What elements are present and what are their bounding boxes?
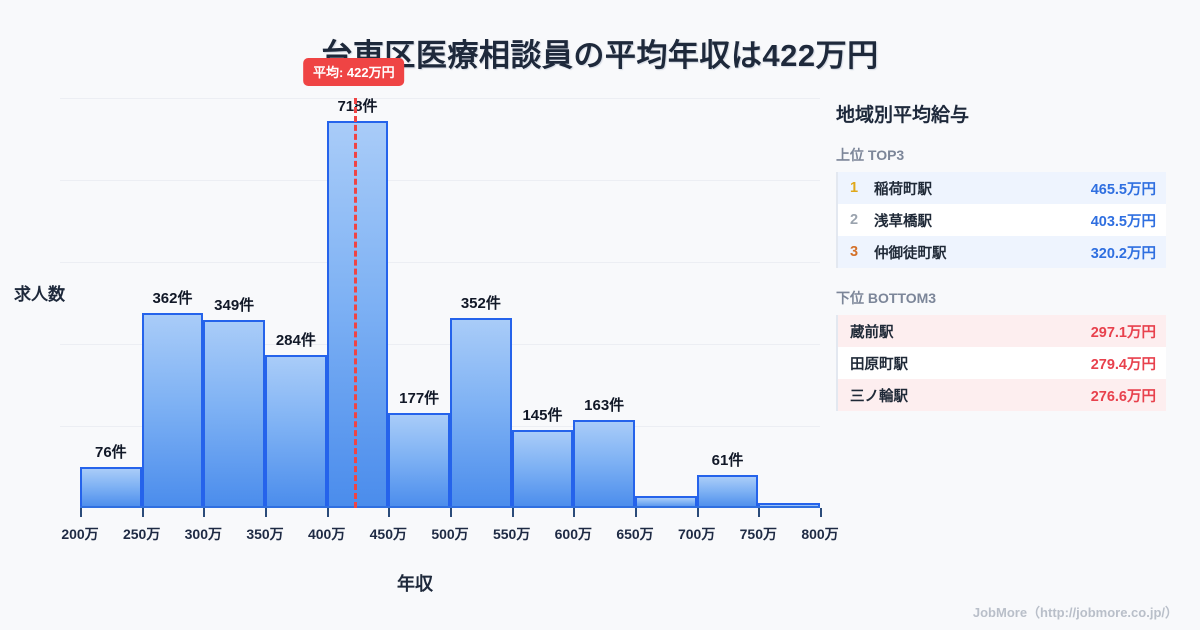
x-axis-tick [635,508,637,517]
histogram-bar [326,120,389,508]
bottom3-row: 蔵前駅 297.1万円 [838,315,1166,347]
gridline [60,180,820,181]
x-axis-tick-label: 700万 [677,526,716,542]
bottom3-row: 三ノ輪駅 276.6万円 [838,379,1166,411]
histogram-bar [141,312,204,508]
x-axis-tick [265,508,267,517]
bar-value-label: 362件 [152,289,193,307]
rank-number: 2 [850,212,859,228]
x-axis-tick [203,508,206,517]
histogram-bar [758,502,820,508]
x-axis-baseline [80,506,820,508]
x-axis-tick [80,508,82,517]
top3-table: 1 稲荷町駅 465.5万円 2 浅草橋駅 403.5万円 3 仲御徒町駅 320.2万円 [836,172,1166,268]
station-salary-value: 276.6万円 [1090,388,1156,405]
bottom3-section-label: 下位 BOTTOM3 [836,290,937,306]
rank-number: 1 [850,180,859,196]
rank-number: 3 [850,244,859,260]
station-name: 田原町駅 [850,356,908,373]
x-axis-tick [450,508,452,517]
histogram-bar [265,354,327,508]
x-axis-tick [696,508,699,517]
x-axis-tick-label: 600万 [554,526,592,542]
station-salary-value: 279.4万円 [1090,356,1156,373]
histogram-bar [696,475,759,508]
station-name: 稲荷町駅 [874,181,932,198]
gridline [60,344,820,345]
histogram-bar [573,420,635,508]
bar-value-label: 177件 [399,389,440,407]
footer-watermark: JobMore（http://jobmore.co.jp/） [972,605,1178,620]
x-axis-tick [141,508,144,517]
bottom3-row: 田原町駅 279.4万円 [838,347,1166,379]
x-axis-tick-label: 550万 [492,526,531,542]
x-axis-tick-label: 250万 [122,526,161,542]
bar-value-label: 163件 [584,397,625,415]
x-axis-tick-label: 800万 [801,526,839,542]
x-axis-tick-label: 350万 [246,526,284,542]
bar-value-label: 349件 [214,296,255,314]
x-axis-tick-label: 200万 [61,526,99,542]
station-name: 浅草橋駅 [874,213,932,230]
y-axis-title: 求人数 [14,285,65,304]
bar-value-label: 61件 [711,452,744,470]
page-title: 台東区医療相談員の平均年収は422万円 [321,38,879,73]
chart-area: 求人数 76件 362件 349件 284件 718件 177件 352件 145件 163件 6… [0,58,839,542]
bar-value-label: 76件 [94,444,127,461]
histogram-plot: 76件 362件 349件 284件 718件 177件 352件 145件 163件 61件 20… [60,58,839,542]
histogram-bar [80,467,142,508]
regional-salary-panel: 地域別平均給与 上位 TOP3 1 稲荷町駅 465.5万円 2 浅草橋駅 403.5万円… [836,100,1166,431]
bar-value-label: 284件 [275,331,316,349]
station-name: 三ノ輪駅 [850,388,908,405]
average-badge: 平均: 422万円 [302,58,405,86]
x-axis-tick [758,508,761,517]
top3-row: 1 稲荷町駅 465.5万円 [838,172,1166,204]
histogram-bar [203,319,265,508]
gridline [60,262,820,263]
gridline [60,98,820,99]
x-axis-tick [388,508,391,517]
histogram-bar [635,496,697,508]
top3-row: 2 浅草橋駅 403.5万円 [838,204,1166,236]
x-axis-tick-label: 650万 [616,526,654,542]
average-line [353,98,357,508]
station-name: 仲御徒町駅 [874,245,947,262]
station-salary-value: 320.2万円 [1090,245,1156,262]
histogram-bar [388,412,450,508]
x-axis-title: 年収 [397,574,433,594]
station-salary-value: 403.5万円 [1090,213,1156,230]
x-axis-tick-label: 500万 [431,526,469,542]
station-salary-value: 297.1万円 [1090,324,1156,341]
bar-value-label: 718件 [337,97,378,115]
station-salary-value: 465.5万円 [1090,181,1156,198]
panel-title: 地域別平均給与 [836,105,970,126]
x-axis-tick [326,508,329,517]
x-axis-tick [511,508,514,517]
histogram-bar [450,318,512,508]
x-axis-tick-label: 450万 [369,526,407,542]
x-axis-tick [573,508,576,517]
x-axis-tick-label: 300万 [184,526,222,542]
top3-section-label: 上位 TOP3 [836,147,905,163]
x-axis-tick [820,508,822,517]
x-axis-tick-label: 400万 [307,526,346,542]
x-axis-tick-label: 750万 [739,526,777,542]
bottom3-table: 蔵前駅 297.1万円田原町駅 279.4万円三ノ輪駅 276.6万円 [836,315,1166,411]
station-name: 蔵前駅 [850,324,894,341]
histogram-bar [511,429,574,508]
top3-row: 3 仲御徒町駅 320.2万円 [838,236,1166,268]
bar-value-label: 352件 [460,295,501,313]
bar-value-label: 145件 [522,406,563,424]
